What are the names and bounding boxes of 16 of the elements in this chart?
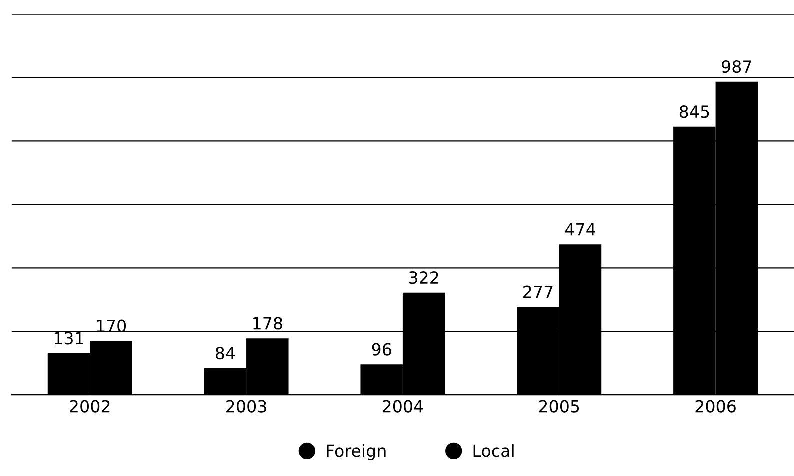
data-label: 131: [54, 332, 84, 345]
x-tick-label: 2003: [226, 400, 266, 413]
legend-label: Local: [474, 444, 514, 458]
data-label: 474: [565, 223, 596, 236]
data-label: 84: [216, 347, 236, 360]
data-label: 96: [372, 343, 392, 356]
legend-label: Foreign: [327, 444, 386, 460]
data-label: 322: [409, 272, 438, 284]
x-tick-label: 2006: [696, 400, 736, 413]
data-label: 845: [680, 106, 710, 118]
data-label: 178: [254, 317, 282, 330]
data-label: 987: [722, 60, 752, 74]
data-label: 277: [524, 286, 553, 298]
x-tick-label: 2002: [70, 400, 110, 413]
x-tick-label: 2004: [382, 400, 424, 413]
x-tick-label: 2005: [539, 400, 580, 413]
